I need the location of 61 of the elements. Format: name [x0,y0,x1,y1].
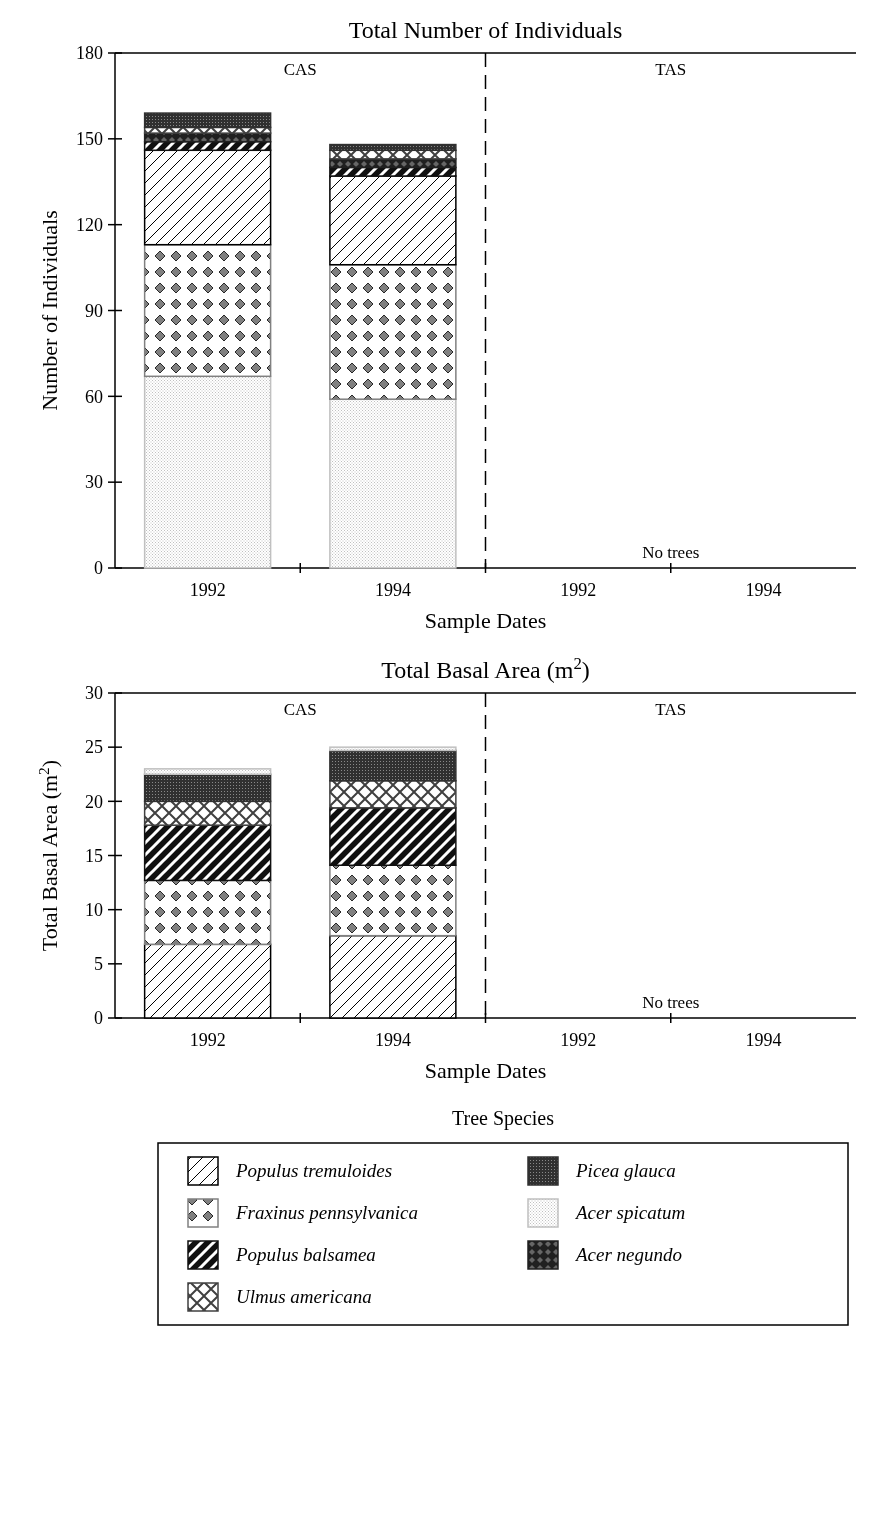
annotation: CAS [283,700,317,719]
x-axis-title: Sample Dates [424,608,547,633]
y-tick-label: 180 [76,43,103,64]
legend-label: Acer negundo [574,1244,683,1265]
y-tick-label: 150 [76,129,103,150]
y-tick-label: 30 [85,472,103,493]
bar [143,112,272,129]
legend-label: Populus tremuloides [235,1160,393,1181]
y-tick-label: 0 [94,558,103,579]
x-tick-label: 1992 [189,580,226,600]
x-tick-label: 1994 [745,1030,782,1050]
bar [143,768,272,775]
bar [329,149,457,160]
bar [329,807,457,866]
legend-label: Picea glauca [575,1160,676,1181]
y-tick-label: 10 [85,899,103,920]
bar [329,749,457,782]
legend-title: Tree Species [451,1107,555,1130]
x-tick-label: 1994 [374,1030,411,1050]
x-axis-title: Sample Dates [424,1058,547,1083]
x-tick-label: 1994 [374,580,411,600]
legend-label: Populus balsamea [235,1244,376,1265]
bar [143,800,272,826]
x-tick-label: 1994 [745,580,782,600]
bar [329,864,457,937]
x-tick-label: 1992 [560,1030,597,1050]
x-tick-label: 1992 [189,1030,226,1050]
y-tick-label: 0 [94,1008,103,1029]
chart-title: Total Basal Area (m$^{2}$) [381,653,590,683]
y-tick-label: 120 [76,214,103,235]
y-tick-label: 30 [85,683,103,704]
legend-label: Ulmus americana [236,1286,372,1307]
y-tick-label: 20 [85,791,103,812]
y-axis-title: Number of Individuals [37,210,62,411]
bar [329,166,457,177]
y-tick-label: 90 [85,300,103,321]
legend-label: Fraxinus pennsylvanica [235,1202,419,1223]
bar [329,398,457,569]
y-tick-label: 25 [85,737,103,758]
y-tick-label: 5 [94,954,103,975]
bar [143,149,272,246]
annotation: TAS [655,700,687,719]
annotation: No trees [642,543,700,562]
bar [329,746,457,752]
annotation: No trees [642,993,700,1012]
bar [329,780,457,809]
x-tick-label: 1992 [560,580,597,600]
chart-title: Total Number of Individuals [348,17,623,43]
y-tick-label: 60 [85,386,103,407]
legend-label: Acer spicatum [574,1202,686,1223]
bar [329,143,457,152]
annotation: TAS [655,60,687,79]
bar [143,375,272,569]
bar [143,824,272,882]
bar [329,175,457,266]
bar [143,879,272,946]
bar [143,243,272,378]
bar [329,263,457,400]
annotation: CAS [283,60,317,79]
y-tick-label: 15 [85,845,103,866]
bar [143,773,272,803]
